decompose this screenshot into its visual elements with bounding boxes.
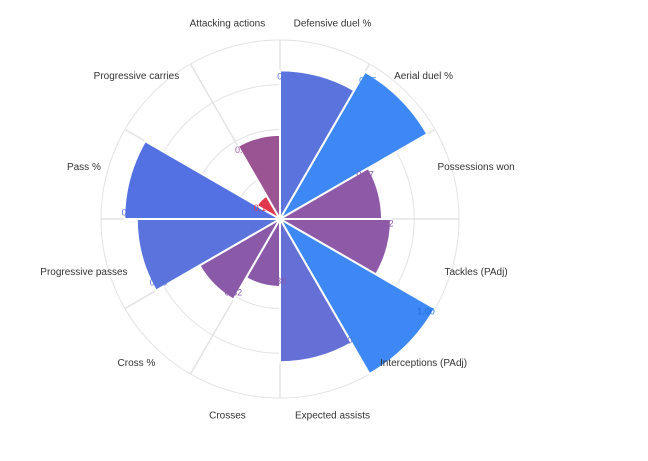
value-label-5: 1.00 <box>417 307 435 317</box>
value-label-8: 0.52 <box>225 288 243 298</box>
category-label-3: Possessions won <box>437 162 514 173</box>
chart-bars <box>123 69 437 376</box>
value-label-9: 0.80 <box>150 278 168 288</box>
wedge-5 <box>279 218 437 376</box>
wedge-2 <box>279 70 429 220</box>
wedge-12 <box>236 133 281 220</box>
category-label-5: Interceptions (PAdj) <box>380 358 467 369</box>
value-label-6: 0.80 <box>335 336 353 346</box>
category-label-9: Progressive passes <box>40 267 127 278</box>
category-label-2: Aerial duel % <box>394 71 453 82</box>
value-label-12: 0.47 <box>235 145 253 155</box>
value-label-3: 0.57 <box>356 170 374 180</box>
value-label-4: 0.62 <box>376 218 394 228</box>
category-label-12: Attacking actions <box>190 18 266 29</box>
category-label-10: Pass % <box>67 162 101 173</box>
value-label-11: 0.15 <box>254 203 272 213</box>
value-label-1: 0.83 <box>277 72 295 82</box>
category-label-4: Tackles (PAdj) <box>444 267 507 278</box>
category-label-11: Progressive carries <box>94 71 180 82</box>
value-label-10: 0.87 <box>122 208 140 218</box>
category-label-6: Expected assists <box>295 411 370 422</box>
category-label-7: Crosses <box>209 411 246 422</box>
chart-labels: Defensive duel % 0.83 Aerial duel % 0.95 Pos… <box>40 18 514 421</box>
value-label-7: 0.38 <box>269 276 287 286</box>
wedge-6 <box>279 218 353 364</box>
value-label-2: 0.95 <box>359 75 377 85</box>
wedge-10 <box>123 140 281 220</box>
category-label-1: Defensive duel % <box>294 18 372 29</box>
category-label-8: Cross % <box>118 358 156 369</box>
